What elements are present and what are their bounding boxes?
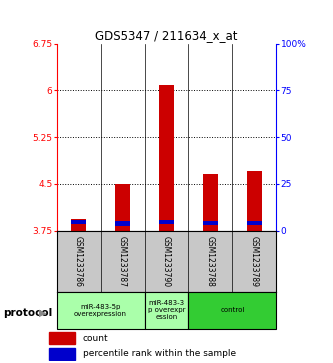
Bar [203, 174, 218, 231]
Title: GDS5347 / 211634_x_at: GDS5347 / 211634_x_at [95, 29, 238, 42]
Bar [188, 292, 276, 329]
Text: count: count [83, 334, 109, 343]
Bar [145, 292, 188, 329]
Bar [71, 220, 86, 224]
Bar [57, 292, 145, 329]
Text: GSM1233786: GSM1233786 [74, 236, 83, 287]
Bar [247, 171, 262, 231]
Bar [159, 85, 174, 231]
Bar [203, 221, 218, 225]
Bar [115, 184, 130, 231]
Text: miR-483-3
p overexpr
ession: miR-483-3 p overexpr ession [148, 300, 185, 321]
Text: GSM1233787: GSM1233787 [118, 236, 127, 287]
Text: GSM1233790: GSM1233790 [162, 236, 171, 287]
Bar [49, 348, 75, 360]
Text: percentile rank within the sample: percentile rank within the sample [83, 349, 236, 358]
Text: ▶: ▶ [39, 308, 47, 318]
Text: control: control [220, 307, 245, 313]
Bar [115, 221, 130, 225]
Text: GSM1233788: GSM1233788 [206, 236, 215, 287]
Bar [159, 220, 174, 224]
Text: GSM1233789: GSM1233789 [250, 236, 259, 287]
Bar [49, 333, 75, 344]
Text: miR-483-5p
overexpression: miR-483-5p overexpression [74, 304, 127, 317]
Text: protocol: protocol [3, 308, 53, 318]
Bar [247, 221, 262, 225]
Bar [71, 219, 86, 231]
